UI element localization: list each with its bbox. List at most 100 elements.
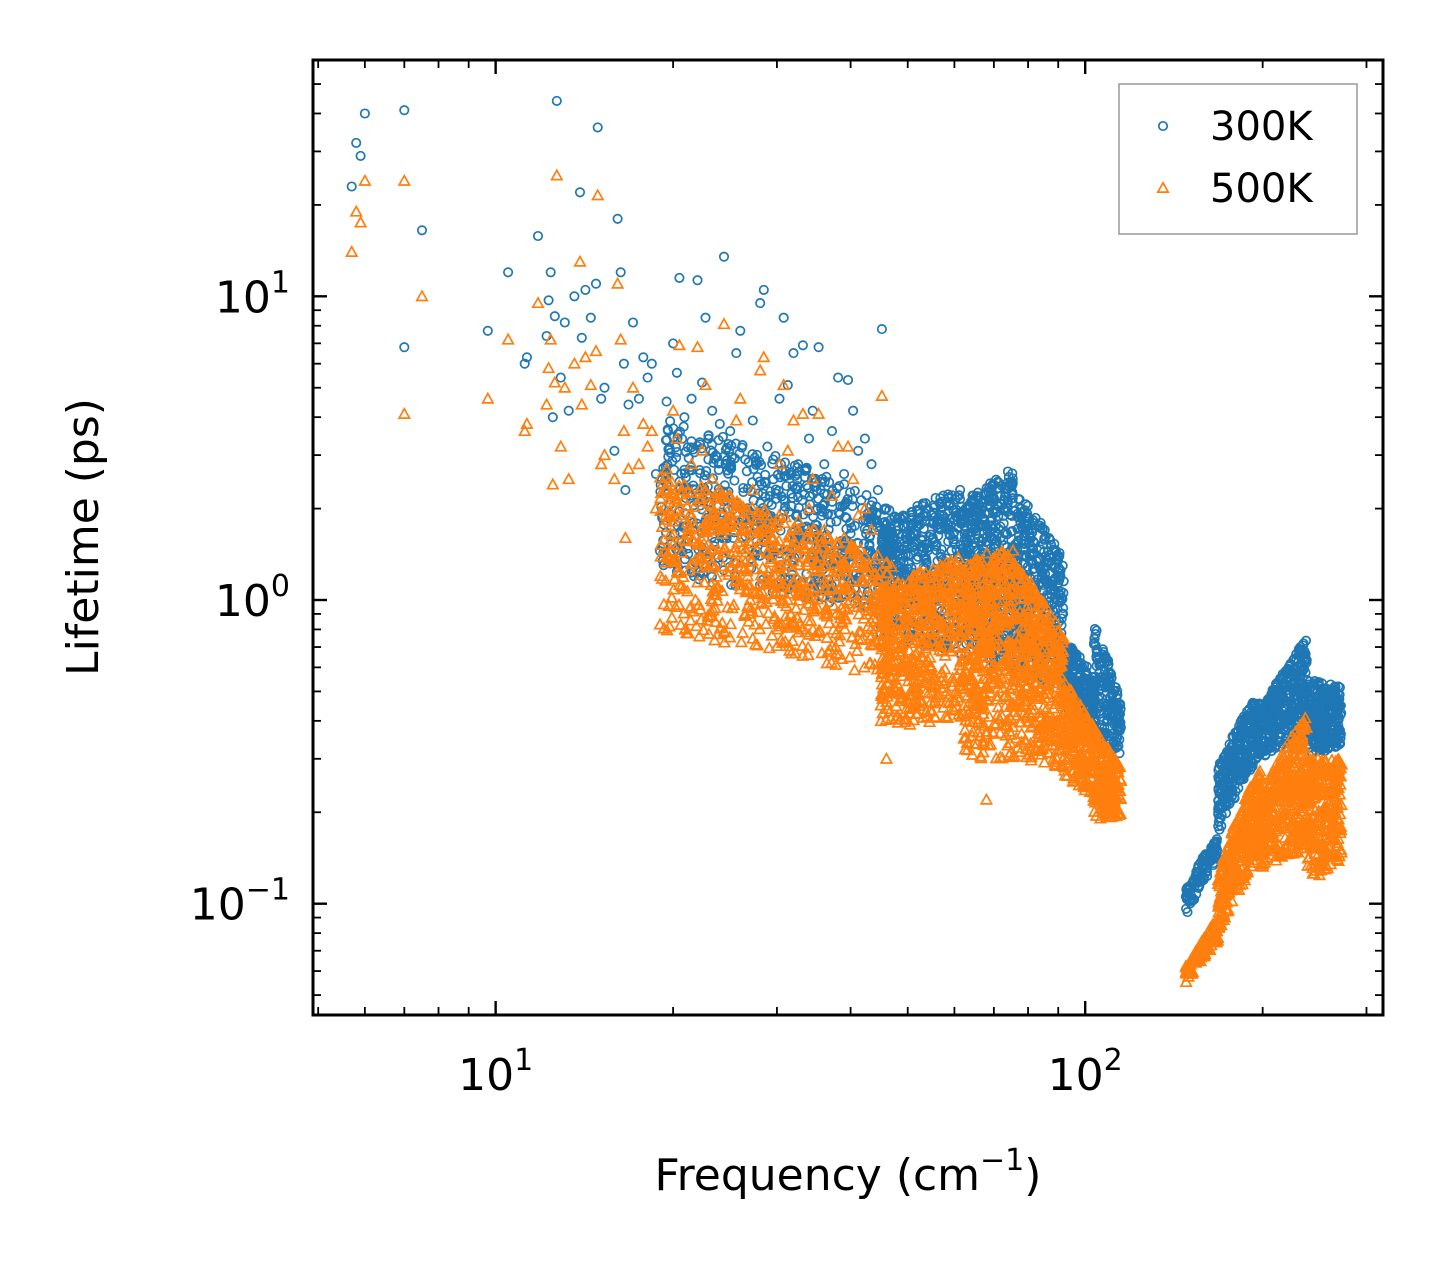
data-point (883, 638, 897, 651)
data-point (898, 563, 909, 574)
data-point (876, 617, 890, 630)
data-point (662, 599, 676, 612)
data-point (686, 604, 701, 617)
data-point (847, 494, 858, 505)
data-point (865, 514, 876, 525)
data-point (839, 468, 850, 480)
data-point (799, 555, 814, 568)
data-point (820, 606, 834, 619)
data-point (837, 608, 852, 621)
data-point (1335, 729, 1346, 740)
data-point (1221, 758, 1232, 769)
data-point (680, 515, 695, 528)
data-point (1220, 783, 1231, 794)
data-point (735, 325, 746, 336)
data-point (825, 580, 840, 593)
data-point (946, 702, 960, 715)
data-point (935, 665, 949, 678)
data-point (797, 603, 811, 616)
data-point (821, 644, 835, 657)
data-point (832, 483, 843, 494)
data-point (762, 641, 776, 654)
data-point (747, 520, 762, 533)
data-point (829, 550, 843, 563)
data-point (935, 680, 949, 693)
data-point (893, 542, 904, 553)
data-point (881, 685, 896, 698)
data-point (715, 501, 729, 514)
data-point (823, 642, 838, 655)
data-point (775, 472, 786, 483)
data-point (1058, 608, 1069, 619)
data-point (815, 484, 826, 495)
data-point (714, 418, 725, 429)
data-point (994, 595, 1009, 608)
data-point (810, 592, 825, 605)
data-point (861, 603, 875, 616)
data-point (927, 534, 938, 545)
data-point (1223, 764, 1234, 775)
data-point (1097, 644, 1108, 655)
data-point (944, 624, 958, 637)
data-point (988, 506, 999, 517)
data-point (660, 623, 674, 636)
data-point (665, 610, 679, 623)
data-point (671, 367, 682, 378)
data-point (822, 616, 836, 629)
data-point (708, 601, 722, 614)
data-point (1054, 572, 1065, 583)
data-point (943, 581, 958, 594)
data-point (778, 634, 792, 647)
data-point (669, 491, 683, 504)
data-point (848, 541, 862, 554)
data-point (596, 393, 607, 404)
data-point (866, 591, 881, 604)
data-point (920, 638, 934, 651)
data-point (1318, 743, 1330, 754)
data-point (786, 501, 797, 512)
data-point (874, 698, 888, 711)
data-point (780, 501, 791, 512)
data-point (839, 557, 853, 570)
data-point (910, 685, 924, 698)
data-point (633, 393, 644, 404)
data-point (938, 709, 953, 722)
data-point (612, 213, 623, 224)
data-point (623, 399, 634, 410)
data-point (918, 523, 929, 534)
data-point (876, 605, 891, 618)
data-point (819, 497, 830, 508)
data-point (1222, 746, 1233, 757)
data-point (678, 533, 692, 546)
data-point (894, 512, 906, 523)
data-point (1283, 682, 1294, 693)
data-point (944, 557, 959, 570)
data-point (653, 470, 667, 483)
data-point (664, 443, 675, 454)
data-point (767, 587, 781, 600)
data-point (700, 613, 714, 626)
data-point (740, 564, 754, 577)
data-point (609, 445, 620, 456)
data-point (1259, 735, 1271, 746)
data-point (794, 575, 809, 588)
data-point (810, 505, 821, 516)
data-point (672, 597, 686, 610)
data-point (825, 517, 836, 528)
data-point (618, 358, 629, 369)
data-point (748, 562, 763, 575)
data-point (951, 707, 966, 720)
data-point (1051, 553, 1062, 565)
data-point (891, 575, 905, 588)
data-point (826, 622, 841, 635)
data-point (886, 597, 900, 610)
data-point (655, 519, 669, 532)
data-point (926, 562, 940, 575)
data-point (723, 508, 737, 521)
data-point (774, 558, 788, 571)
data-point (784, 530, 799, 543)
data-point (803, 574, 817, 586)
data-point (705, 557, 719, 570)
data-point (853, 445, 864, 456)
data-point (1247, 757, 1258, 768)
